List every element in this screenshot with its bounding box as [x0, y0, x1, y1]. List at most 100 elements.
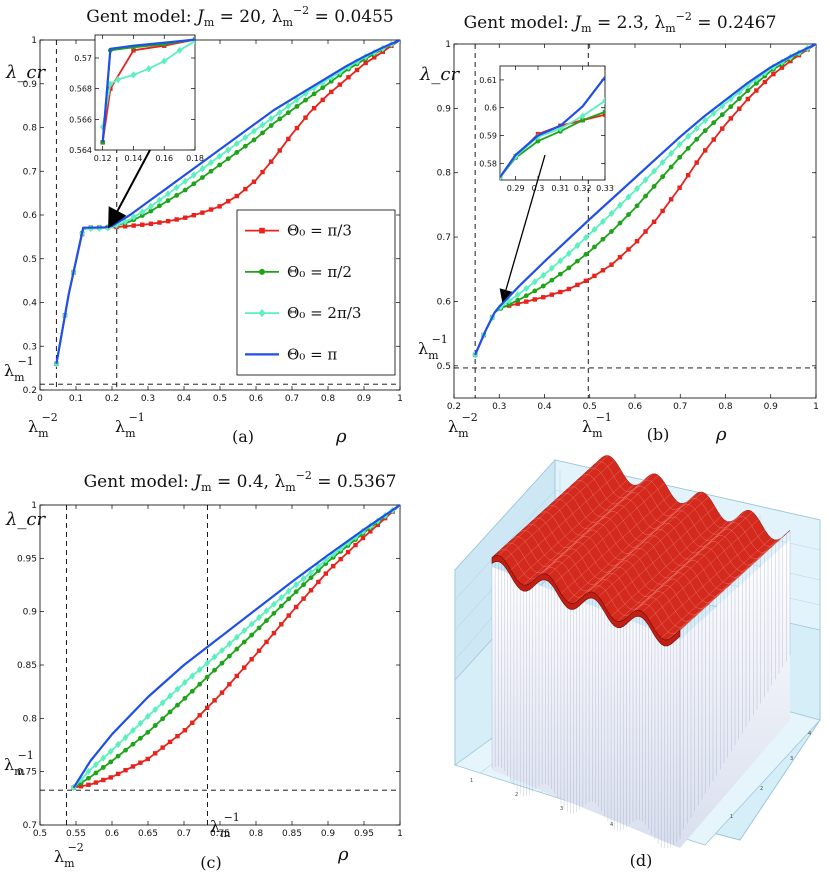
panel-a-caption: (a): [232, 427, 254, 446]
chart-b-xtick-label: 0.6: [628, 402, 643, 412]
chart-a-point-theta0-pi-over-2: [277, 116, 283, 122]
chart-a-point-theta0-pi-over-2: [191, 181, 197, 187]
chart-b-point-theta0-pi-over-2: [634, 203, 640, 209]
chart-b-xtick-label: 0.7: [673, 402, 687, 412]
chart-b-point-theta0-2pi-over-3: [523, 284, 530, 293]
chart-c-point-theta0-2pi-over-3: [211, 653, 218, 661]
chart-c-point-theta0-pi-over-2: [130, 741, 136, 747]
chart-a-point-theta0-pi-over-3: [165, 218, 171, 224]
chart-a-xtick-label: 0.3: [141, 394, 155, 404]
chart-b-point-theta0-pi-over-2: [711, 120, 717, 126]
chart-a-ytick-label: 0.6: [23, 211, 38, 221]
chart-b-inset-point-theta0-pi-over-3: [602, 112, 605, 117]
chart-b-xtick-label: 0.2: [447, 402, 461, 412]
panel-c: Gent model: Jm = 0.4, λm−2 = 0.5367 0.5 0…: [4, 469, 403, 872]
chart-c-point-theta0-2pi-over-3: [122, 733, 129, 742]
chart-b-inset-point-theta0-pi-over-2: [602, 109, 605, 115]
chart-b-point-theta0-pi-over-3: [558, 289, 563, 295]
chart-b-point-theta0-pi-over-2: [668, 164, 674, 170]
chart-c-point-theta0-2pi-over-3: [285, 587, 292, 595]
chart-a-point-theta0-2pi-over-3: [173, 183, 180, 192]
panel-c-ylabel: λ_cr: [5, 509, 46, 530]
chart-a-point-theta0-pi-over-3: [183, 215, 188, 220]
chart-c-xtick-label: 0.5: [33, 829, 47, 839]
chart-c-point-theta0-pi-over-2: [197, 681, 203, 687]
chart-b-point-theta0-pi-over-2: [574, 258, 580, 264]
chart-c-point-theta0-2pi-over-3: [241, 627, 248, 635]
chart-b-point-theta0-2pi-over-3: [540, 271, 547, 279]
chart-b-point-theta0-pi-over-3: [600, 268, 606, 273]
chart-a-point-theta0-pi-over-2: [148, 208, 154, 214]
chart-b-point-theta0-pi-over-2: [626, 212, 631, 217]
chart-a-point-theta0-2pi-over-3: [130, 213, 137, 221]
chart-b-ytick-label: 0.8: [437, 169, 452, 179]
chart-a-point-theta0-pi-over-3: [277, 148, 282, 153]
chart-a-point-theta0-pi-over-3: [131, 223, 136, 228]
chart-c-point-theta0-pi-over-2: [115, 753, 121, 759]
chart-a-point-theta0-pi-over-3: [337, 82, 343, 87]
chart-b-inset-ytick-label: 0.58: [479, 159, 497, 168]
chart-b-inset-xtick-label: 0.32: [574, 184, 592, 193]
chart-a-legend-label: Θ₀ = π/3: [287, 222, 352, 240]
chart-a-xtick-label: 0.1: [69, 394, 83, 404]
chart-a-point-theta0-2pi-over-3: [199, 165, 206, 173]
chart-a-inset-arrow: [108, 149, 151, 229]
chart-a-ytick-label: 1: [31, 36, 37, 46]
chart-a-legend-marker: [258, 308, 266, 318]
panel-b-caption: (b): [647, 425, 670, 444]
chart-a-point-theta0-pi-over-2: [320, 85, 326, 91]
chart-b-point-theta0-pi-over-3: [728, 116, 733, 121]
chart-b-inset-point-theta0-pi-over-2: [535, 138, 541, 144]
chart-c-ytick-label: 1: [31, 501, 37, 511]
chart-b-point-theta0-pi-over-2: [540, 283, 546, 289]
chart-a-point-theta0-pi-over-3: [208, 207, 214, 212]
chart-c-point-theta0-pi-over-3: [293, 604, 299, 610]
chart-b-ytick-label: 0.5: [437, 362, 451, 372]
chart-c-point-theta0-pi-over-2: [286, 596, 292, 602]
chart-a-inset-ytick-label: 0.57: [74, 54, 92, 63]
chart-a-inset-point-theta0-2pi-over-3: [176, 46, 183, 54]
chart-b-point-theta0-pi-over-2: [532, 288, 538, 294]
panel-a-title: Gent model: Jm = 20, λm−2 = 0.0455: [86, 4, 393, 29]
chart-b-point-theta0-pi-over-2: [617, 220, 623, 226]
chart-a-xtick-label: 0: [37, 394, 43, 404]
chart-b-point-theta0-2pi-over-3: [668, 149, 675, 157]
chart-c-point-theta0-pi-over-2: [256, 625, 262, 631]
chart-b-inset-point-theta0-2pi-over-3: [579, 112, 586, 120]
panel-c-xlabel: ρ: [337, 844, 349, 865]
chart-a-ytick-label: 0.7: [23, 167, 37, 177]
chart-b-point-theta0-2pi-over-3: [514, 291, 521, 299]
chart-b-point-theta0-pi-over-3: [617, 254, 623, 260]
chart-b-point-theta0-2pi-over-3: [591, 225, 598, 234]
chart-c-point-theta0-2pi-over-3: [144, 712, 151, 720]
chart-c-point-theta0-pi-over-2: [264, 618, 269, 624]
chart-a-point-theta0-pi-over-3: [294, 125, 300, 131]
chart-b-point-theta0-pi-over-3: [575, 282, 580, 288]
chart-c-xtick-label: 1: [397, 829, 403, 839]
chart-a-legend-item-theta0-pi-over-3: Θ₀ = π/3: [245, 222, 352, 240]
chart-b-point-theta0-pi-over-3: [583, 278, 589, 283]
chart-a-xtick-label: 0.7: [285, 394, 299, 404]
chart-b-point-theta0-pi-over-3: [592, 273, 597, 279]
chart-a-point-theta0-2pi-over-3: [233, 140, 240, 148]
chart-b-point-theta0-2pi-over-3: [608, 209, 615, 218]
chart-a-point-theta0-2pi-over-3: [208, 158, 214, 167]
chart-a-series-theta0-pi: [55, 40, 400, 364]
chart-c-point-theta0-2pi-over-3: [137, 719, 144, 728]
chart-b-point-theta0-pi-over-3: [677, 185, 682, 190]
chart-a-point-theta0-pi-over-2: [268, 123, 274, 128]
chart-c: 0.5 0.55 0.6 0.65 0.7 0.75 0.8 0.85 0.9 0.95 1 0.7 0…: [4, 501, 403, 870]
chart-c-xtick-label: 0.75: [210, 829, 230, 839]
chart-b-inset-arrow: [499, 154, 546, 303]
panel-b: Gent model: Jm = 2.3, λm−2 = 0.2467 0.2 0…: [418, 10, 819, 445]
chart-c-point-theta0-2pi-over-3: [278, 594, 285, 602]
chart-c-point-theta0-2pi-over-3: [233, 633, 240, 641]
chart-c-point-theta0-pi-over-3: [353, 542, 358, 548]
chart-c-point-theta0-pi-over-3: [279, 622, 284, 627]
chart-a-inset-point-theta0-2pi-over-3: [145, 65, 152, 73]
chart-c-point-theta0-2pi-over-3: [337, 544, 344, 553]
chart-a-legend-label: Θ₀ = π: [287, 345, 337, 363]
chart-b-point-theta0-pi-over-2: [592, 244, 597, 250]
chart-b-point-theta0-2pi-over-3: [548, 264, 555, 272]
